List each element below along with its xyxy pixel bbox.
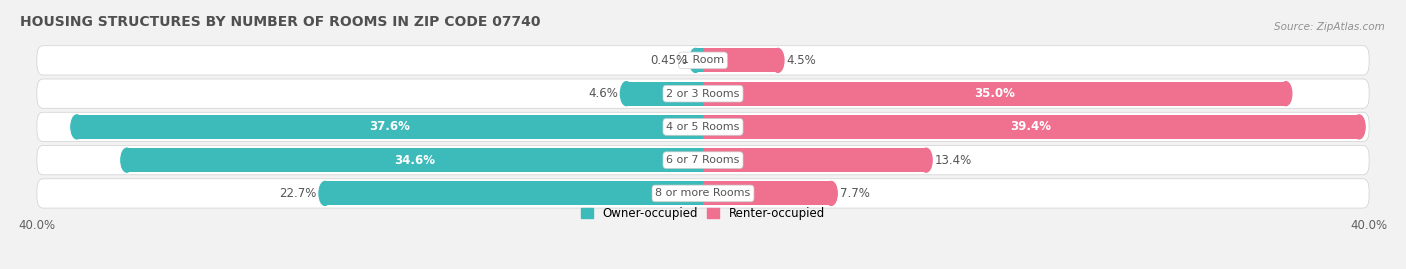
- Text: 6 or 7 Rooms: 6 or 7 Rooms: [666, 155, 740, 165]
- Bar: [703, 182, 831, 206]
- Circle shape: [1279, 82, 1292, 106]
- Text: 35.0%: 35.0%: [974, 87, 1015, 100]
- Text: 37.6%: 37.6%: [370, 121, 411, 133]
- FancyBboxPatch shape: [37, 112, 1369, 141]
- Circle shape: [772, 48, 785, 72]
- Bar: [325, 182, 703, 206]
- Text: 39.4%: 39.4%: [1011, 121, 1052, 133]
- Legend: Owner-occupied, Renter-occupied: Owner-occupied, Renter-occupied: [576, 203, 830, 225]
- Bar: [703, 115, 1360, 139]
- Circle shape: [319, 182, 330, 206]
- FancyBboxPatch shape: [37, 146, 1369, 175]
- Circle shape: [121, 148, 132, 172]
- Circle shape: [1353, 115, 1365, 139]
- Bar: [77, 115, 703, 139]
- Text: 8 or more Rooms: 8 or more Rooms: [655, 188, 751, 199]
- Text: 1 Room: 1 Room: [682, 55, 724, 65]
- Text: 22.7%: 22.7%: [280, 187, 316, 200]
- FancyBboxPatch shape: [37, 179, 1369, 208]
- Bar: [703, 148, 927, 172]
- Text: 4.6%: 4.6%: [588, 87, 619, 100]
- Bar: [696, 48, 703, 72]
- Circle shape: [920, 148, 932, 172]
- Bar: [127, 148, 703, 172]
- Circle shape: [825, 182, 837, 206]
- Text: 7.7%: 7.7%: [839, 187, 869, 200]
- Text: HOUSING STRUCTURES BY NUMBER OF ROOMS IN ZIP CODE 07740: HOUSING STRUCTURES BY NUMBER OF ROOMS IN…: [20, 15, 541, 29]
- Text: Source: ZipAtlas.com: Source: ZipAtlas.com: [1274, 22, 1385, 31]
- Bar: [627, 82, 703, 106]
- Circle shape: [70, 115, 83, 139]
- FancyBboxPatch shape: [37, 46, 1369, 75]
- Text: 4 or 5 Rooms: 4 or 5 Rooms: [666, 122, 740, 132]
- Text: 4.5%: 4.5%: [786, 54, 815, 67]
- Bar: [703, 48, 778, 72]
- Circle shape: [620, 82, 633, 106]
- Bar: [703, 82, 1286, 106]
- Text: 34.6%: 34.6%: [395, 154, 436, 167]
- Text: 0.45%: 0.45%: [650, 54, 688, 67]
- Text: 2 or 3 Rooms: 2 or 3 Rooms: [666, 89, 740, 99]
- FancyBboxPatch shape: [37, 79, 1369, 108]
- Circle shape: [689, 48, 702, 72]
- Text: 13.4%: 13.4%: [935, 154, 972, 167]
